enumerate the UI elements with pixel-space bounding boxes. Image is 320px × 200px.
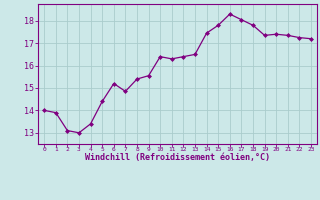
X-axis label: Windchill (Refroidissement éolien,°C): Windchill (Refroidissement éolien,°C) (85, 153, 270, 162)
